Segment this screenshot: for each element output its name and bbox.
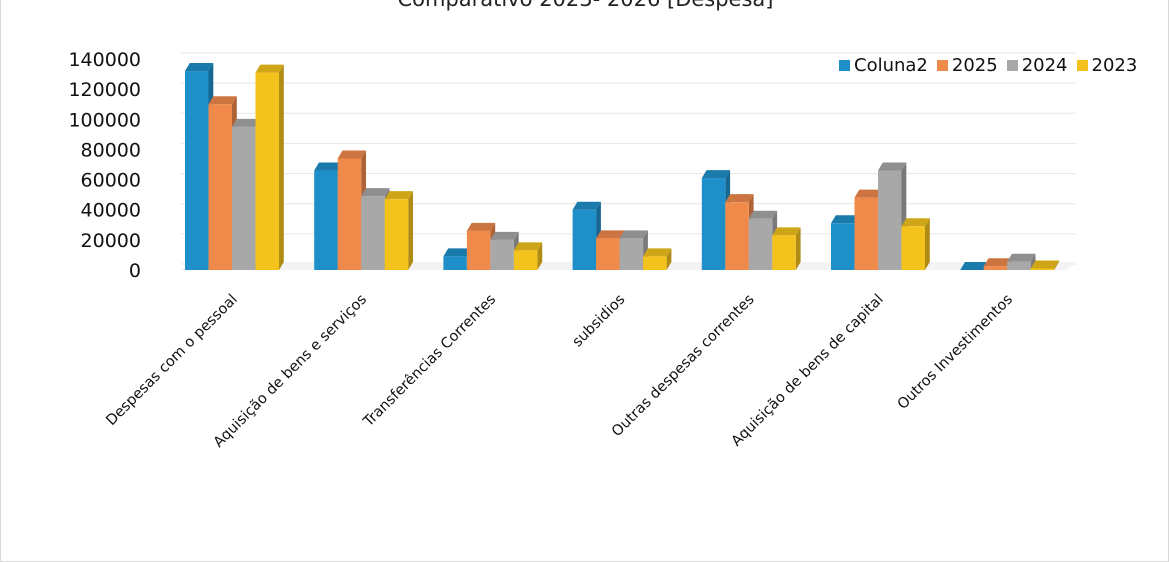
- bar: [1007, 253, 1036, 270]
- bar: [643, 248, 672, 270]
- legend-swatch: [839, 60, 850, 71]
- bar: [619, 230, 648, 270]
- legend-label: 2024: [1021, 55, 1068, 76]
- legend-swatch: [936, 60, 948, 71]
- legend-swatch: [1006, 60, 1018, 71]
- bar: [772, 227, 801, 270]
- legend-label: Coluna2: [854, 55, 928, 76]
- bar: [384, 191, 413, 270]
- legend-swatch: [1076, 60, 1088, 71]
- bar: [901, 218, 930, 270]
- y-tick-label: 140000: [68, 49, 141, 71]
- y-tick-label: 40000: [81, 200, 141, 222]
- bar: [255, 64, 284, 270]
- legend-label: 2025: [951, 55, 998, 76]
- y-tick-label: 100000: [68, 109, 141, 131]
- legend-item: 2023: [1076, 55, 1138, 76]
- y-tick-label: 120000: [68, 79, 141, 101]
- chart-title: Comparativo 2023- 2026 [Despesa]: [1, 0, 1169, 11]
- category-label: subsidios: [570, 292, 629, 351]
- category-label: Outras despesas correntes: [609, 292, 758, 441]
- legend-item: Coluna2: [839, 55, 928, 76]
- y-tick-label: 80000: [81, 139, 141, 161]
- bar: [960, 262, 989, 270]
- legend-item: 2025: [936, 55, 998, 76]
- category-label: Outros Investimentos: [895, 292, 1016, 413]
- y-tick-label: 0: [129, 260, 141, 282]
- category-label: Transferências Correntes: [360, 292, 499, 431]
- legend-item: 2024: [1006, 55, 1068, 76]
- y-tick-label: 20000: [81, 230, 141, 252]
- category-label: Aquisição de bens e serviços: [211, 292, 370, 451]
- y-tick-label: 60000: [81, 170, 141, 192]
- bar: [513, 242, 543, 270]
- legend: Coluna2 2025 2024 2023: [839, 55, 1137, 76]
- legend-label: 2023: [1091, 55, 1138, 76]
- category-label: Despesas com o pessoal: [103, 292, 240, 429]
- bar: [1030, 260, 1059, 270]
- category-label: Aquisição de bens de capital: [729, 292, 887, 450]
